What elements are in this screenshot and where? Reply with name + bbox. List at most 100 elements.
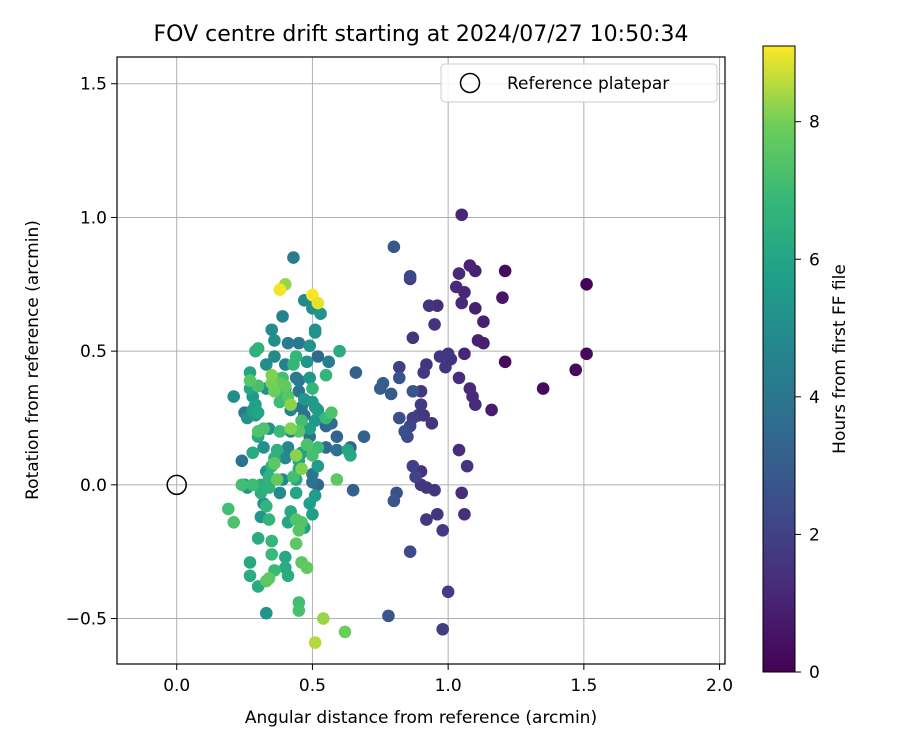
x-tick-label: 0.5 (299, 676, 326, 696)
data-point (265, 323, 279, 337)
data-point (406, 459, 420, 473)
colorbar-tick-label: 0 (809, 663, 820, 683)
data-point (316, 612, 330, 625)
data-point (287, 470, 300, 484)
data-point (306, 382, 319, 395)
data-point (403, 269, 417, 283)
colorbar-label: Hours from first FF file (830, 264, 850, 454)
y-tick-label: 0.5 (80, 342, 107, 362)
colorbar-tick-label: 4 (809, 388, 820, 408)
data-point (373, 382, 387, 395)
data-point (458, 507, 471, 521)
data-point (265, 368, 279, 382)
data-point (278, 550, 292, 564)
data-point (406, 384, 420, 398)
y-axis-label: Rotation from reference (arcmin) (23, 220, 43, 500)
data-point (243, 556, 257, 569)
colorbar-tick-label: 8 (809, 113, 820, 133)
grid (117, 57, 725, 664)
legend-box (440, 63, 718, 103)
colorbar-tick-label: 6 (809, 250, 820, 270)
data-point (314, 307, 327, 321)
data-point (325, 406, 338, 419)
data-point (289, 486, 303, 500)
reference-platepar-marker (166, 474, 187, 496)
data-point (300, 561, 314, 575)
data-point (477, 315, 490, 329)
data-point (243, 374, 257, 387)
data-point (471, 334, 485, 347)
legend-marker-reference (459, 72, 481, 94)
data-point (436, 622, 450, 636)
data-point (449, 280, 463, 294)
data-point (270, 473, 284, 486)
data-point (441, 585, 455, 599)
data-point (425, 417, 439, 430)
data-point (308, 636, 322, 649)
y-axis-ticks: −0.5 0.0 0.5 1.0 1.5 (66, 75, 117, 630)
scatter-points (166, 208, 593, 649)
y-tick-label: 1.0 (80, 208, 107, 228)
data-point (430, 507, 444, 521)
data-point (392, 371, 406, 385)
data-point (303, 497, 317, 510)
data-point (387, 494, 401, 508)
data-point (330, 430, 344, 444)
data-point (284, 422, 298, 435)
data-point (227, 515, 241, 529)
data-point (276, 310, 289, 323)
data-point (398, 425, 412, 438)
data-point (439, 360, 452, 374)
data-point (292, 336, 306, 350)
data-point (235, 478, 249, 492)
plot-frame (116, 56, 726, 665)
data-point (311, 403, 325, 417)
data-point (392, 360, 406, 374)
data-point (420, 513, 433, 526)
data-point (580, 347, 593, 361)
x-tick-label: 1.0 (435, 676, 462, 696)
x-tick-label: 1.5 (570, 676, 597, 696)
data-point (338, 625, 352, 639)
data-point (341, 443, 355, 457)
y-tick-label: 0.0 (80, 476, 107, 496)
data-point (455, 296, 469, 310)
data-point (463, 259, 477, 272)
data-point (436, 523, 450, 537)
data-point (349, 366, 363, 379)
data-point (300, 355, 314, 369)
data-point (281, 569, 295, 583)
data-point (498, 264, 512, 278)
data-point (455, 208, 469, 222)
data-point (289, 371, 303, 385)
data-point (468, 302, 482, 315)
data-point (452, 371, 466, 385)
data-point (333, 344, 346, 358)
colorbar: 0 2 4 6 8 Hours from first FF file (762, 45, 850, 683)
data-point (580, 277, 593, 291)
data-point (262, 572, 276, 585)
data-point (246, 446, 260, 460)
data-point (289, 350, 303, 363)
data-point (268, 457, 281, 470)
data-point (221, 502, 235, 516)
data-point (306, 449, 319, 462)
colorbar-ticks: 0 2 4 6 8 (795, 113, 820, 683)
data-point (452, 267, 466, 280)
data-point (392, 411, 406, 425)
data-point (295, 462, 308, 476)
data-point (278, 451, 292, 465)
data-point (281, 336, 295, 350)
data-point (387, 240, 401, 254)
data-point (292, 523, 306, 537)
data-point (458, 347, 471, 361)
data-point (357, 430, 371, 444)
data-point (300, 438, 314, 452)
data-point (428, 318, 441, 331)
data-point (289, 537, 303, 550)
data-point (262, 481, 276, 494)
data-point (273, 425, 287, 438)
colorbar-tick-label: 2 (809, 525, 820, 545)
legend: Reference platepar (440, 63, 718, 103)
data-point (268, 350, 281, 363)
